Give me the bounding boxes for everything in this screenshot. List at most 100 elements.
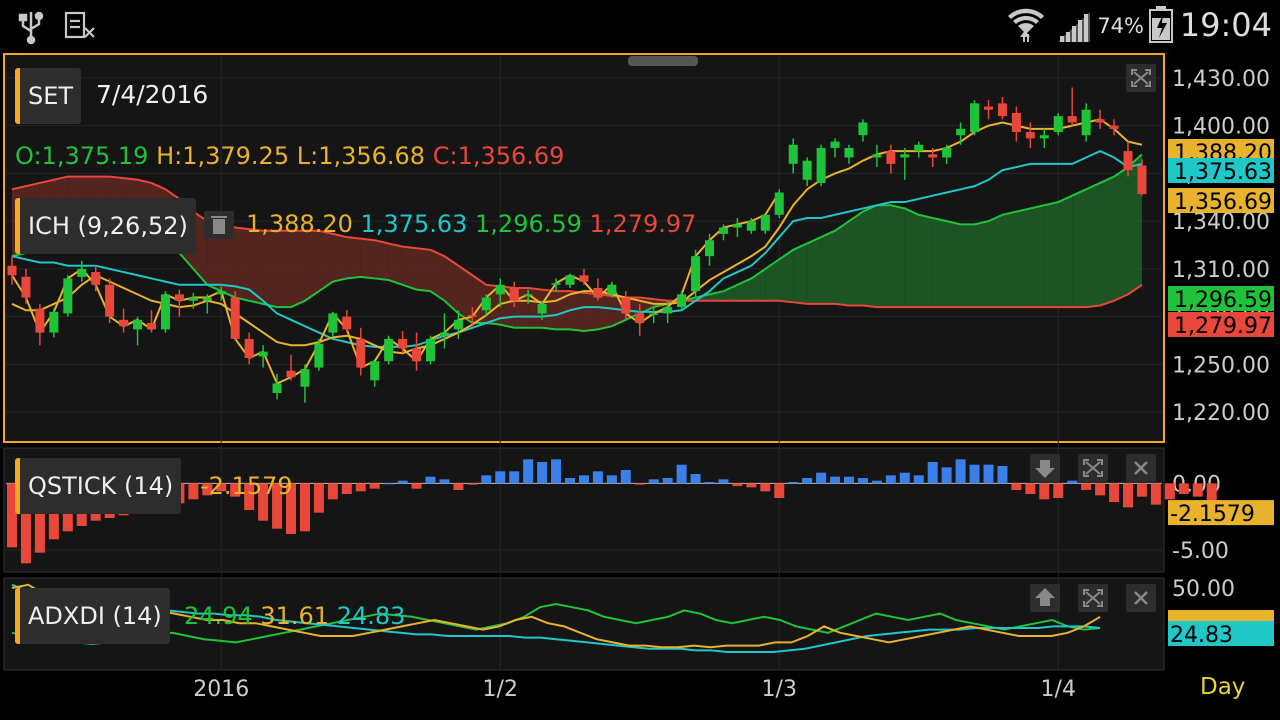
candle-body [774,192,784,215]
ichimoku-legend: 1,388.20 1,375.63 1,296.59 1,279.97 [246,210,696,238]
ohlc-legend: O:1,375.19 H:1,379.25 L:1,356.68 C:1,356… [15,142,564,170]
cloud-segment [374,240,389,281]
candle-body [900,154,910,158]
tenkan-line [11,118,1143,355]
period-label[interactable]: Day [1200,674,1246,700]
candle-body [844,147,854,158]
qstick-bar [578,475,589,484]
qstick-bar [592,471,603,484]
candle-body [551,283,561,285]
battery-icon [1149,6,1173,43]
candle-body [1053,116,1063,133]
high-value: H:1,379.25 [156,142,290,170]
candle-body [816,147,826,183]
qstick-bar [1150,483,1161,505]
expand-icon [1083,589,1103,607]
candle-body [830,141,840,148]
adx-line [11,602,1101,646]
cloud-segment [793,243,808,304]
candle-body [942,147,952,158]
candle-body [537,303,547,314]
pdi-value: 31.61 [260,602,330,630]
qstick-bar [286,483,296,534]
cloud-segment [723,284,738,301]
span-b-value: 1,279.97 [589,210,697,238]
candle-body [1067,116,1077,123]
cloud-segment [430,249,445,301]
qstick-bar [732,483,743,486]
candle-body [91,272,101,285]
candle-body [244,338,254,359]
qstick-bar [244,483,255,510]
ichimoku-label[interactable]: ICH (9,26,52) [15,198,196,254]
adx-value: 24.94 [184,602,253,630]
clock-time: 19:04 [1179,6,1272,44]
qstick-bar [537,462,548,484]
cloud-segment [556,291,570,330]
status-bar: 74% 19:04 [0,0,1280,50]
cloud-segment [263,230,278,308]
candle-body [258,351,268,357]
candle-body [928,154,938,158]
close-qstick-button[interactable] [1126,454,1156,482]
y-tick-label: 1,220.00 [1172,401,1270,426]
candle-body [230,297,240,339]
qstick-bar [216,483,227,492]
symbol-label[interactable]: SET [15,68,82,124]
price-tag-label: 1,356.69 [1174,190,1272,215]
cloud-segment [360,238,375,279]
qstick-bar [997,466,1008,484]
qstick-bar [7,483,17,548]
candle-body [607,284,617,295]
candle-body [705,240,714,257]
qstick-bar [397,480,408,484]
usb-icon [18,11,44,45]
qstick-bar [299,483,310,532]
delete-indicator-button[interactable] [204,211,234,239]
qstick-bar [690,474,701,484]
candle-body [621,297,631,314]
candle-body [886,151,896,164]
move-down-button[interactable] [1030,454,1060,482]
candle-body [314,343,324,368]
signal-icon [1058,12,1090,42]
expand-main-button[interactable] [1126,64,1156,92]
move-up-button[interactable] [1030,584,1060,612]
candle-body [1095,119,1105,123]
open-value: O:1,375.19 [15,142,149,170]
candle-body [1011,112,1021,133]
candle-body [858,122,868,136]
qstick-bar [1206,483,1217,513]
cloud-segment [570,291,584,331]
cloud-segment [932,217,947,308]
chart-area[interactable]: 1,430.001,400.001,370.001,340.001,310.00… [0,50,1280,720]
chart-svg[interactable]: 1,430.001,400.001,370.001,340.001,310.00… [0,50,1280,720]
qstick-bar [774,483,785,498]
qstick-bar [551,459,562,484]
cloud-segment [277,230,291,308]
candle-body [133,319,143,330]
candle-body [216,291,226,295]
y-tick-label: 1,340.00 [1172,210,1270,235]
price-tag [1168,286,1274,311]
qstick-legend: -2.1579 [200,472,293,500]
qstick-bar [481,475,492,484]
close-adxdi-button[interactable] [1126,584,1156,612]
price-tag-label: 1,279.97 [1174,314,1272,339]
candle-body [286,370,296,378]
cloud-segment [597,294,612,330]
low-value: L:1,356.68 [296,142,426,170]
cloud-segment [332,233,347,282]
x-tick-label: 1/4 [1041,677,1076,702]
kijun-line [11,150,1143,348]
expand-qstick-button[interactable] [1078,454,1108,482]
cloud-segment [709,291,724,301]
candle-body [356,338,366,368]
candle-body [426,338,435,362]
price-tag [1168,312,1274,337]
adxdi-label[interactable]: ADXDI (14) [15,588,170,644]
qstick-bar [202,483,213,496]
expand-adxdi-button[interactable] [1078,584,1108,612]
candle-body [1081,109,1091,136]
qstick-label[interactable]: QSTICK (14) [15,458,182,514]
